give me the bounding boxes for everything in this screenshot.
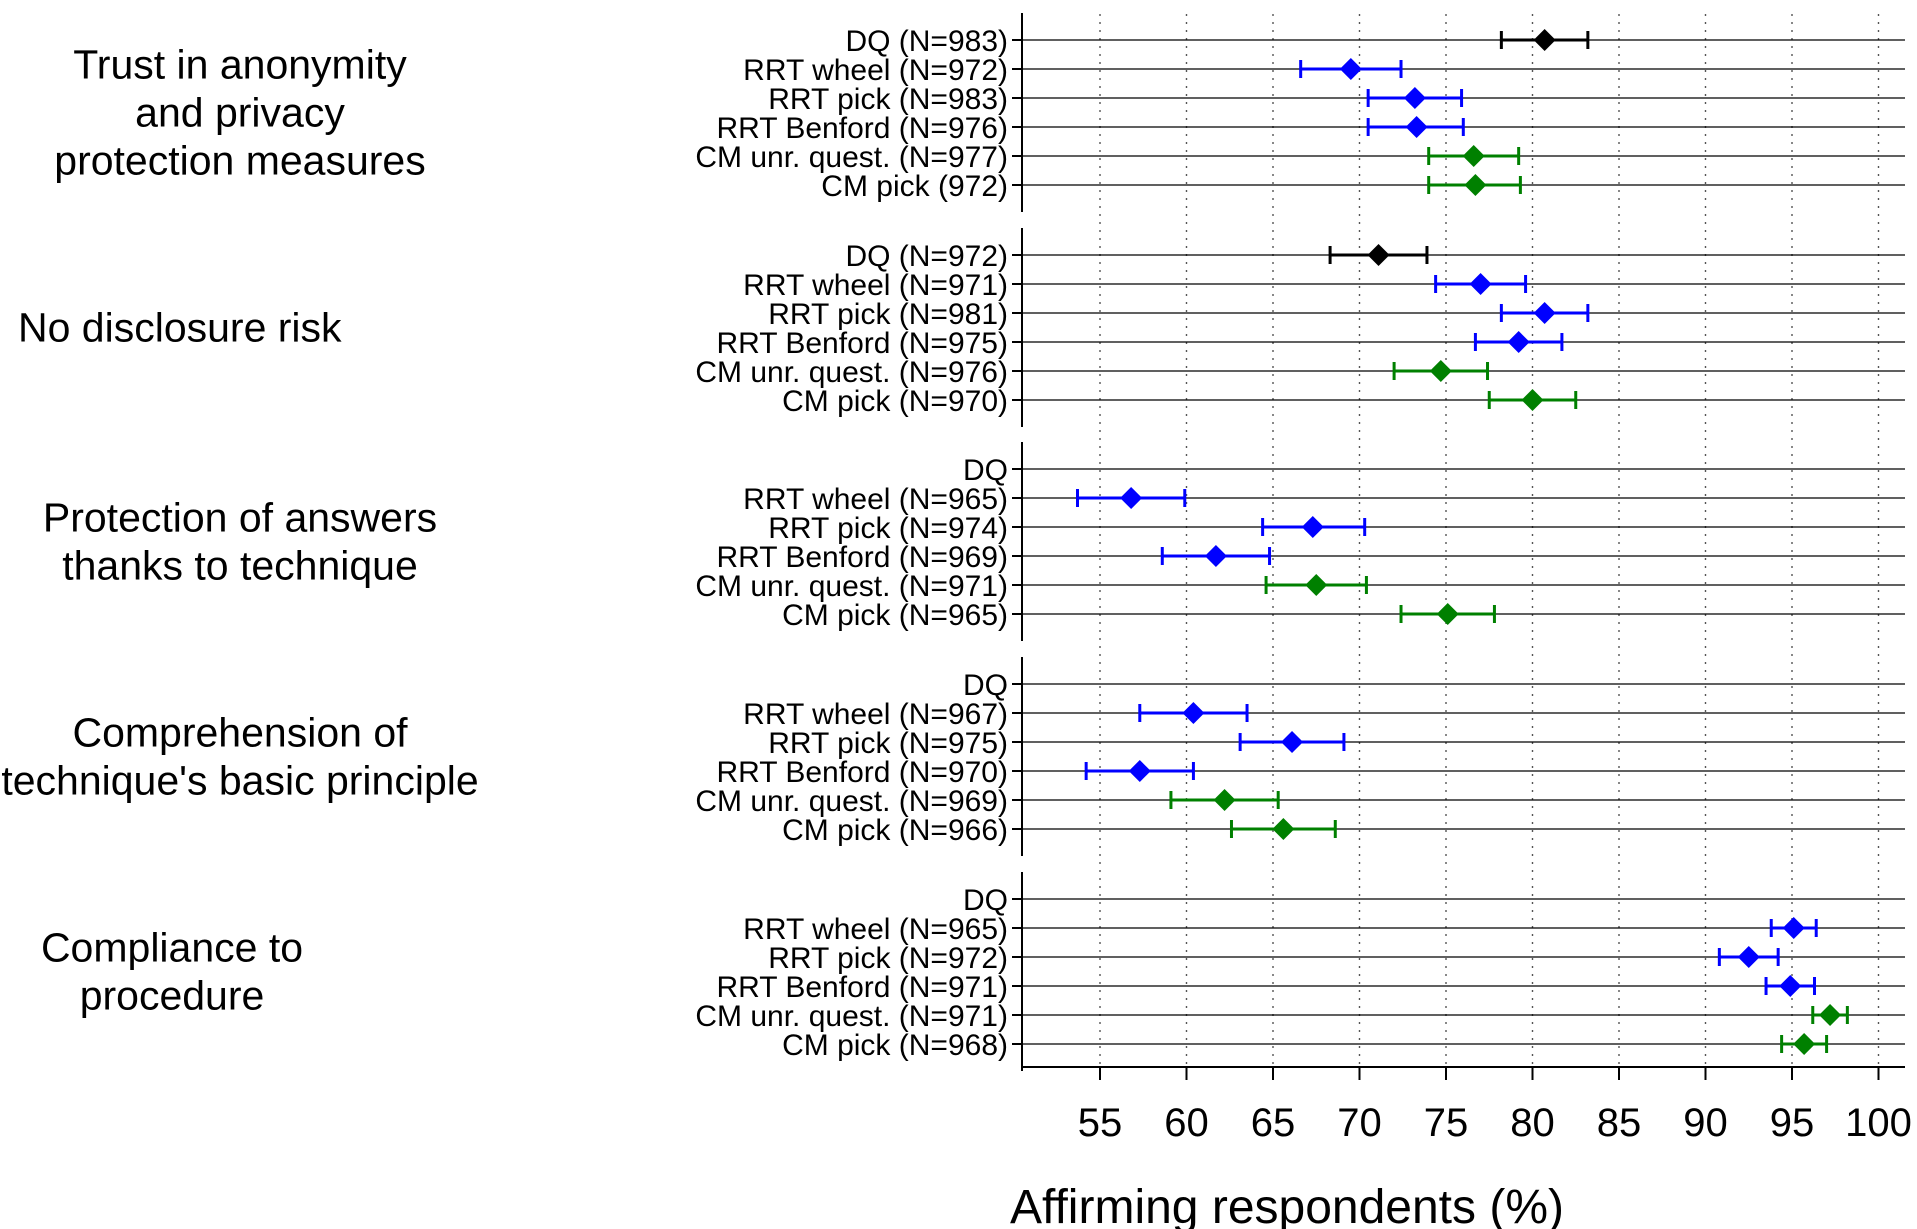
row-lines (1022, 39, 1905, 1045)
estimate-point (1128, 760, 1151, 782)
row-label: RRT Benford (N=976) (716, 112, 1008, 145)
axis-lines (1012, 13, 1905, 1080)
x-tick-label-70: 70 (1337, 1101, 1382, 1145)
estimate-point (1533, 302, 1556, 324)
row-label: RRT pick (N=972) (768, 942, 1008, 975)
estimate-point (1521, 389, 1544, 411)
row-label: DQ (N=983) (845, 25, 1008, 58)
x-tick-label-95: 95 (1770, 1101, 1815, 1145)
labels: 55 60 65 70 75 80 85 90 95 100 Trust in anonymitya… (1, 25, 1912, 1145)
estimate-point (1405, 116, 1428, 138)
estimate-point (1120, 487, 1143, 509)
estimate-point (1737, 946, 1760, 968)
row-label: CM pick (N=970) (782, 385, 1008, 418)
group-label-3-line-1: Protection of answers (43, 495, 437, 541)
x-tick-label-85: 85 (1597, 1101, 1642, 1145)
row-label: DQ (963, 669, 1008, 702)
row-label: RRT Benford (N=971) (716, 971, 1008, 1004)
group-label-5-line-2: procedure (80, 973, 265, 1019)
row-label: RRT pick (N=975) (768, 727, 1008, 760)
row-label: RRT pick (N=981) (768, 298, 1008, 331)
row-label: CM unr. quest. (N=971) (695, 1000, 1008, 1033)
estimate-point (1462, 145, 1485, 167)
row-label: RRT Benford (N=970) (716, 756, 1008, 789)
x-tick-label-90: 90 (1683, 1101, 1728, 1145)
row-label: RRT pick (N=983) (768, 83, 1008, 116)
row-label: CM pick (972) (821, 170, 1008, 203)
estimate-point (1213, 789, 1236, 811)
row-label: RRT Benford (N=969) (716, 541, 1008, 574)
row-label: CM pick (N=965) (782, 599, 1008, 632)
vertical-gridlines (1099, 14, 1880, 1067)
row-label: CM unr. quest. (N=977) (695, 141, 1008, 174)
x-tick-label-75: 75 (1424, 1101, 1469, 1145)
row-label: CM unr. quest. (N=971) (695, 570, 1008, 603)
estimate-point (1469, 273, 1492, 295)
estimate-point (1464, 174, 1487, 196)
group-label-1-line-2: and privacy (135, 90, 345, 136)
row-label: RRT wheel (N=965) (743, 913, 1008, 946)
row-label: DQ (963, 454, 1008, 487)
estimate-point (1305, 574, 1328, 596)
x-tick-label-80: 80 (1510, 1101, 1555, 1145)
estimate-point (1281, 731, 1304, 753)
row-label: RRT Benford (N=975) (716, 327, 1008, 360)
x-tick-label-60: 60 (1164, 1101, 1209, 1145)
x-tick-label-65: 65 (1251, 1101, 1296, 1145)
estimate-point (1436, 603, 1459, 625)
group-label-4-line-2: technique's basic principle (1, 758, 478, 804)
group-label-1-line-3: protection measures (54, 138, 425, 184)
row-label: RRT wheel (N=972) (743, 54, 1008, 87)
estimate-point (1507, 331, 1530, 353)
group-label-5-line-1: Compliance to (41, 925, 303, 971)
row-label: CM unr. quest. (N=976) (695, 356, 1008, 389)
data-marks (1076, 29, 1849, 1055)
row-label: CM pick (N=966) (782, 814, 1008, 847)
estimate-point (1403, 87, 1426, 109)
estimate-point (1779, 975, 1802, 997)
group-label-2-line-1: No disclosure risk (18, 305, 342, 351)
x-axis-title: Affirming respondents (%) (1010, 1181, 1564, 1229)
row-label: CM unr. quest. (N=969) (695, 785, 1008, 818)
row-label: CM pick (N=968) (782, 1029, 1008, 1062)
group-label-3-line-2: thanks to technique (62, 543, 418, 589)
row-label: RRT pick (N=974) (768, 512, 1008, 545)
estimate-point (1793, 1033, 1816, 1055)
estimate-point (1339, 58, 1362, 80)
x-tick-label-100: 100 (1845, 1101, 1912, 1145)
group-label-1-line-1: Trust in anonymity (73, 42, 407, 88)
x-tick-label-55: 55 (1078, 1101, 1123, 1145)
estimate-point (1301, 516, 1324, 538)
row-label: RRT wheel (N=965) (743, 483, 1008, 516)
estimate-point (1204, 545, 1227, 567)
row-label: RRT wheel (N=971) (743, 269, 1008, 302)
estimate-point (1367, 244, 1390, 266)
estimate-point (1272, 818, 1295, 840)
estimate-point (1533, 29, 1556, 51)
row-label: DQ (963, 884, 1008, 917)
estimate-point (1782, 917, 1805, 939)
group-label-4-line-1: Comprehension of (72, 710, 408, 756)
row-label: RRT wheel (N=967) (743, 698, 1008, 731)
row-label: DQ (N=972) (845, 240, 1008, 273)
estimate-point (1429, 360, 1452, 382)
estimate-point (1819, 1004, 1842, 1026)
estimate-point (1182, 702, 1205, 724)
